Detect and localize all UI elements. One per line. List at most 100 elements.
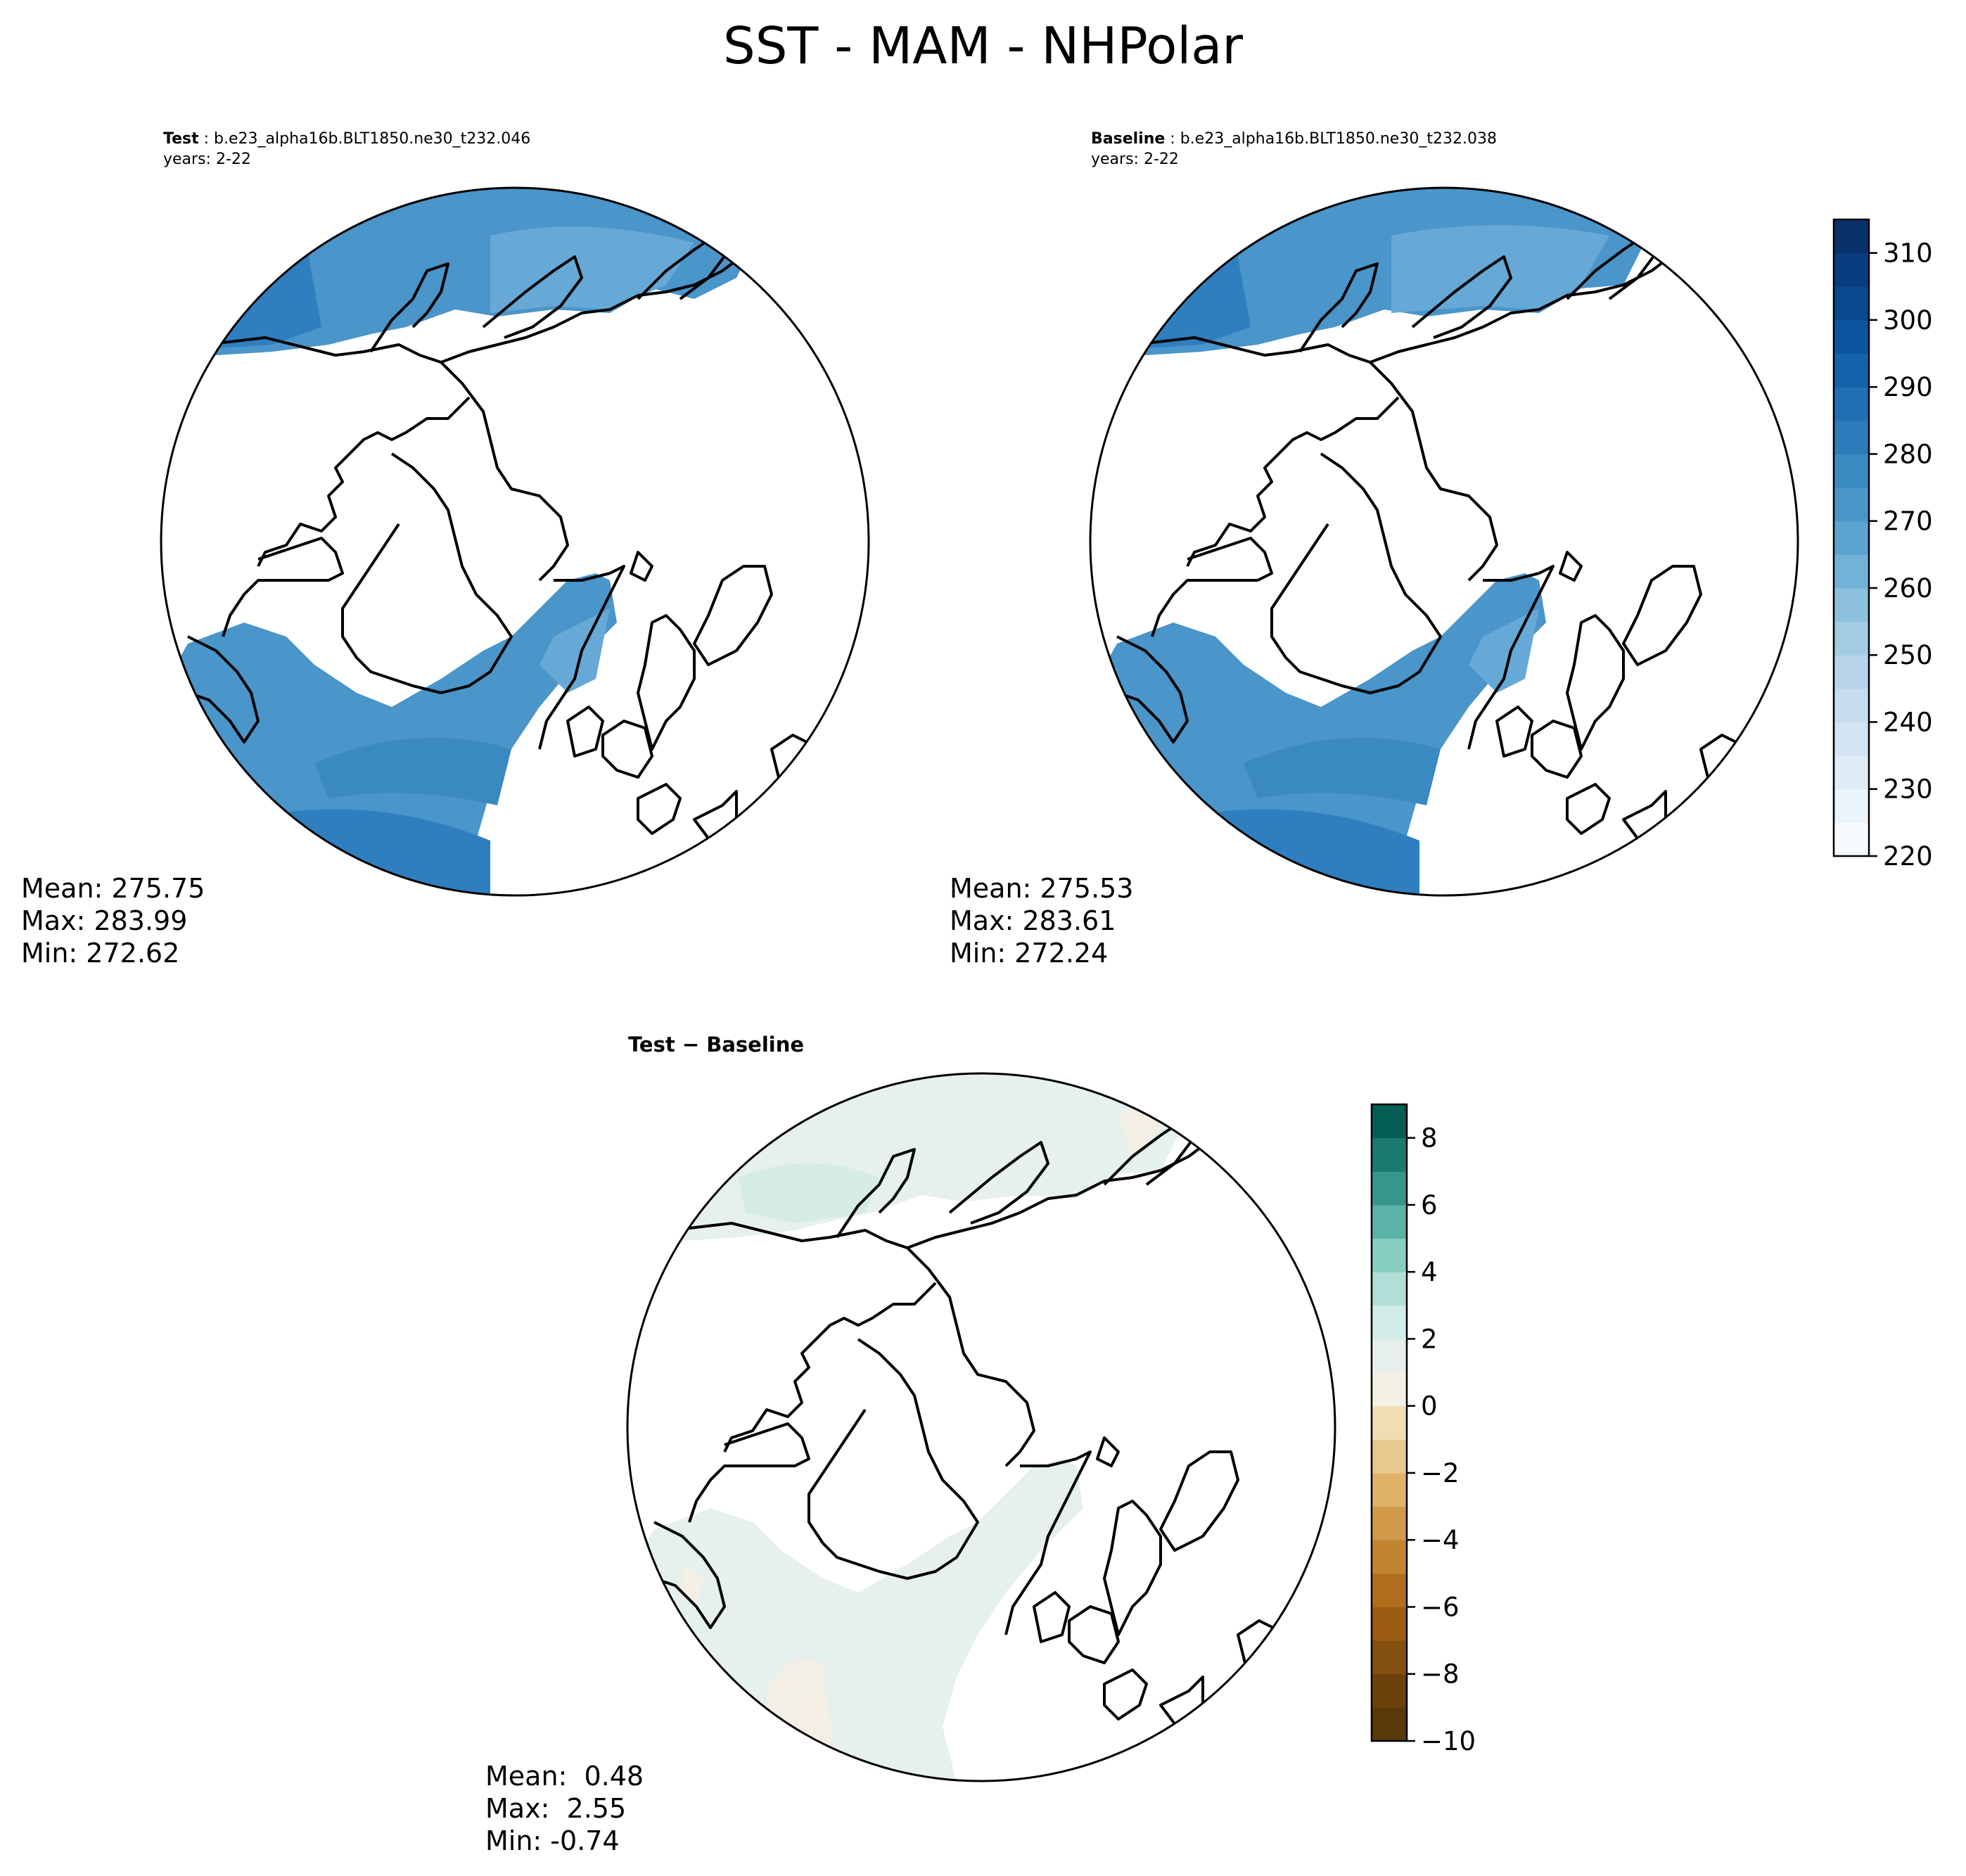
sst-colorbar-segment (1834, 554, 1869, 589)
diff-colorbar-segment (1372, 1372, 1407, 1407)
baseline-label: Baseline (1091, 130, 1166, 148)
sst-colorbar-tick-label: 270 (1883, 506, 1933, 537)
diff-colorbar-segment (1372, 1272, 1407, 1306)
baseline-max: Max: 283.61 (950, 905, 1116, 936)
diff-max: Max: 2.55 (485, 1793, 627, 1824)
diff-colorbar-segment (1372, 1472, 1407, 1507)
sst-colorbar-segment (1834, 655, 1869, 689)
diff-colorbar-tick-label: 2 (1421, 1324, 1438, 1354)
diff-colorbar-segment (1372, 1540, 1407, 1574)
sst-colorbar-segment (1834, 789, 1869, 823)
test-coastlines (187, 227, 808, 849)
test-stats: Mean: 275.75 Max: 283.99 Min: 272.62 (21, 872, 205, 969)
diff-colorbar-segment (1372, 1607, 1407, 1641)
diff-colorbar-segment (1372, 1673, 1407, 1708)
test-panel-title: Test : b.e23_alpha16b.BLT1850.ne30_t232.… (163, 129, 530, 149)
sst-colorbar-tick-label: 300 (1883, 305, 1933, 336)
sst-colorbar-tick-label: 230 (1883, 774, 1933, 805)
sst-colorbar-segment (1834, 319, 1869, 355)
diff-colorbar-segment (1372, 1305, 1407, 1339)
diff-colorbar-segment (1372, 1104, 1407, 1139)
baseline-stats: Mean: 275.53 Max: 283.61 Min: 272.24 (950, 872, 1133, 969)
sst-colorbar-tick-label: 280 (1883, 439, 1933, 469)
sst-colorbar-segment (1834, 722, 1869, 756)
diff-title-test: Test (628, 1033, 675, 1057)
diff-colorbar-tick-label: 8 (1421, 1123, 1438, 1154)
title-colon: : (198, 130, 215, 148)
sst-colorbar-tick-label: 290 (1883, 372, 1933, 402)
diff-pacific-pos (739, 1163, 879, 1223)
diff-colorbar-tick-label: −6 (1421, 1592, 1460, 1622)
diff-colorbar-tick-label: −10 (1421, 1726, 1476, 1756)
baseline-years: years: 2-22 (1091, 151, 1179, 168)
diff-title-sep: − (675, 1033, 707, 1057)
sst-colorbar-frame (1832, 218, 1870, 857)
sst-colorbar-segment (1834, 219, 1869, 254)
diff-colorbar-segment (1372, 1339, 1407, 1373)
diff-colorbar-tick-label: −2 (1421, 1458, 1460, 1488)
test-map (160, 186, 870, 897)
test-min: Min: 272.62 (21, 938, 180, 969)
sst-colorbar-segment (1834, 621, 1869, 656)
diff-min: Min: -0.74 (485, 1825, 620, 1856)
test-atlantic-warm2 (314, 738, 511, 805)
diff-colorbar-segment (1372, 1405, 1407, 1440)
diff-colorbar-segment (1372, 1204, 1407, 1239)
baseline-mean: Mean: 275.53 (950, 873, 1134, 904)
sst-colorbar-segment (1834, 587, 1869, 623)
sst-colorbar: 220 230 240 250 260 270 280 290 300 310 (1832, 218, 1933, 872)
sst-colorbar-segment (1834, 521, 1869, 555)
diff-map (626, 1072, 1336, 1782)
title-colon: : (1165, 130, 1180, 148)
sst-colorbar-tick-label: 310 (1883, 238, 1933, 269)
test-label: Test (163, 130, 199, 148)
sst-colorbar-segment (1834, 353, 1869, 388)
sst-colorbar-segment (1834, 755, 1869, 790)
diff-colorbar-segment (1372, 1640, 1407, 1675)
baseline-panel-title: Baseline : b.e23_alpha16b.BLT1850.ne30_t… (1091, 129, 1497, 149)
sst-colorbar-tick-label: 220 (1883, 841, 1933, 872)
diff-coastlines (653, 1113, 1275, 1735)
sst-colorbar-segment (1834, 454, 1869, 488)
sst-colorbar-tick-label: 250 (1883, 640, 1933, 670)
baseline-pacific-warm (1145, 250, 1251, 348)
baseline-coastlines (1116, 227, 1737, 849)
diff-colorbar-tick-label: −4 (1421, 1525, 1460, 1555)
diff-title-baseline: Baseline (706, 1033, 805, 1057)
baseline-map (1089, 186, 1799, 897)
diff-colorbar-tick-label: 0 (1421, 1391, 1438, 1422)
diff-colorbar: −10 −8 −6 −4 −2 0 2 4 6 8 (1370, 1103, 1476, 1756)
diff-colorbar-segment (1372, 1707, 1407, 1742)
diff-stats: Mean: 0.48 Max: 2.55 Min: -0.74 (485, 1760, 644, 1857)
sst-colorbar-segment (1834, 286, 1869, 321)
diff-colorbar-segment (1372, 1506, 1407, 1540)
sst-colorbar-segment (1834, 253, 1869, 287)
sst-colorbar-tick-label: 260 (1883, 573, 1933, 604)
diff-colorbar-segment (1372, 1238, 1407, 1272)
test-mean: Mean: 275.75 (21, 873, 205, 904)
test-case-name: b.e23_alpha16b.BLT1850.ne30_t232.046 (214, 130, 531, 148)
baseline-atlantic-warm2 (1244, 738, 1441, 805)
test-pacific-warm (216, 250, 321, 348)
diff-colorbar-frame (1370, 1103, 1408, 1742)
diff-mean: Mean: 0.48 (485, 1761, 644, 1792)
test-max: Max: 283.99 (21, 905, 188, 936)
sst-colorbar-segment (1834, 688, 1869, 722)
diff-colorbar-segment (1372, 1137, 1407, 1172)
sst-colorbar-tick-label: 240 (1883, 707, 1933, 737)
test-years: years: 2-22 (163, 151, 251, 168)
diff-colorbar-segment (1372, 1573, 1407, 1607)
diff-colorbar-tick-label: 6 (1421, 1190, 1438, 1220)
baseline-pacific-light (1391, 225, 1609, 313)
baseline-case-name: b.e23_alpha16b.BLT1850.ne30_t232.038 (1180, 130, 1497, 148)
diff-colorbar-tick-label: 4 (1421, 1257, 1438, 1287)
sst-colorbar-segment (1834, 420, 1869, 454)
sst-colorbar-segment (1834, 387, 1869, 421)
diff-colorbar-segment (1372, 1439, 1407, 1474)
diff-colorbar-segment (1372, 1171, 1407, 1206)
diff-colorbar-tick-label: −8 (1421, 1659, 1460, 1690)
sst-colorbar-segment (1834, 822, 1869, 857)
baseline-min: Min: 272.24 (950, 938, 1109, 969)
test-pacific-light (490, 226, 694, 313)
figure-title: SST - MAM - NHPolar (722, 16, 1244, 75)
